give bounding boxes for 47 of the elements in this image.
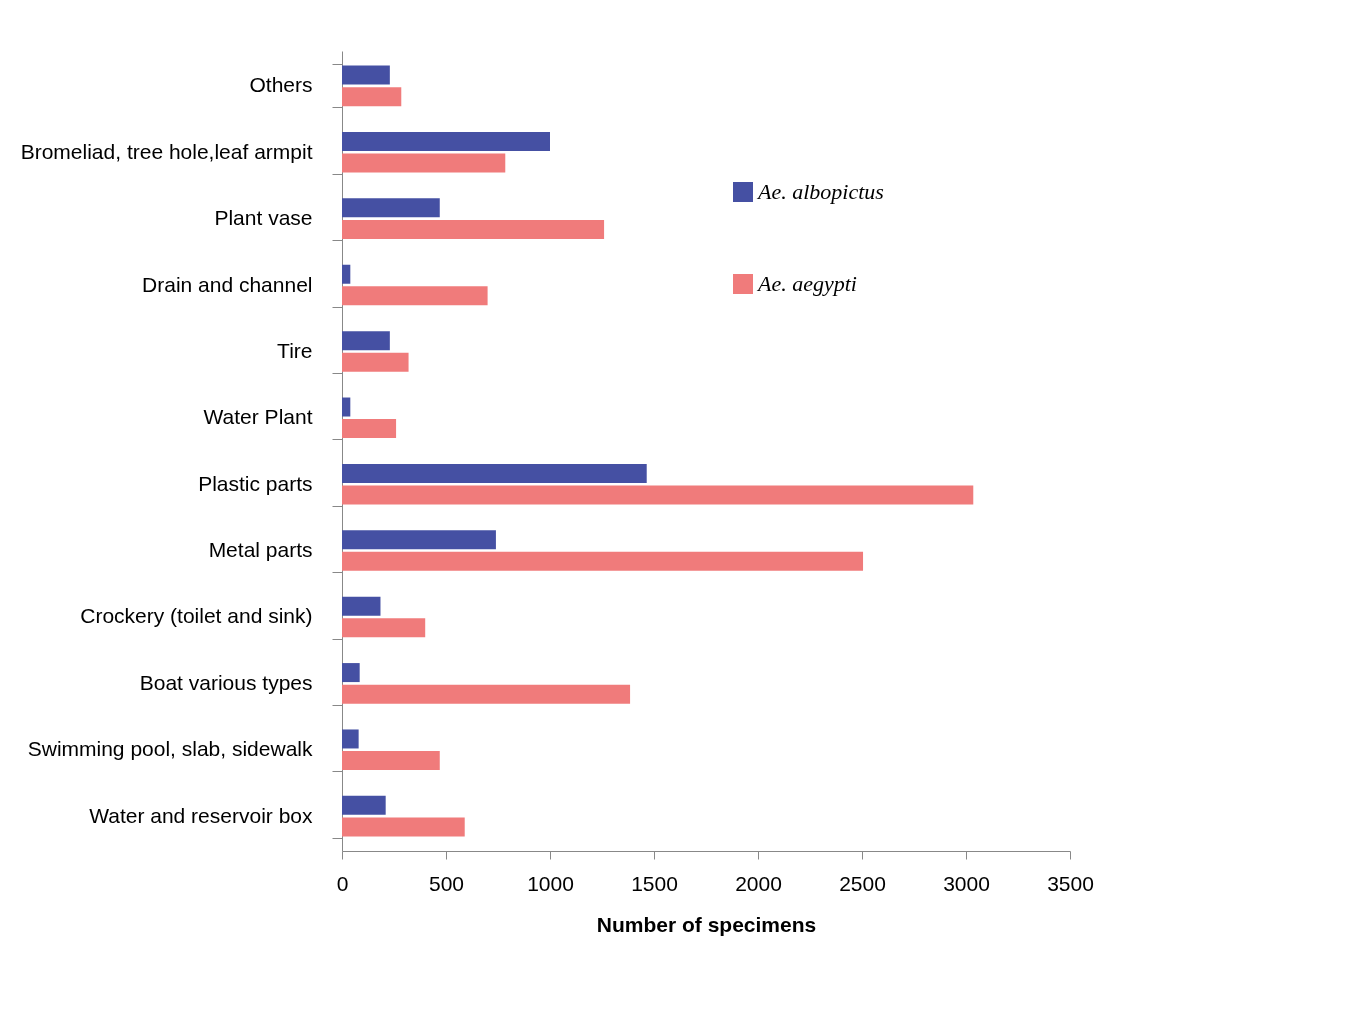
y-tick-label: Tire — [277, 338, 313, 362]
bar — [342, 352, 409, 372]
bar — [342, 729, 359, 749]
y-tick-label: Plastic parts — [198, 471, 313, 495]
bar — [342, 551, 864, 571]
x-tick-label: 1500 — [631, 871, 678, 895]
legend-label: Ae. aegypti — [756, 271, 857, 296]
bar — [342, 663, 360, 683]
bar — [342, 751, 440, 771]
bar — [342, 817, 465, 837]
bar — [342, 530, 496, 550]
bar — [342, 419, 397, 439]
legend-label: Ae. albopictus — [756, 179, 884, 204]
y-tick-label: Swimming pool, slab, sidewalk — [27, 737, 313, 761]
y-tick-label: Bromeliad, tree hole,leaf armpit — [20, 139, 313, 163]
bar — [342, 463, 647, 483]
y-tick-label: Metal parts — [208, 538, 313, 562]
y-tick-label: Water Plant — [203, 405, 313, 429]
bar — [342, 397, 351, 417]
y-tick-label: Drain and channel — [142, 272, 313, 296]
x-tick-label: 3500 — [1047, 871, 1094, 895]
x-tick-label: 3000 — [943, 871, 990, 895]
x-tick-label: 1000 — [527, 871, 574, 895]
bar — [342, 87, 402, 107]
x-tick-label: 2000 — [735, 871, 782, 895]
bar — [342, 219, 605, 239]
bar — [342, 131, 550, 151]
y-tick-label: Plant vase — [214, 206, 313, 230]
bar — [342, 331, 390, 351]
y-tick-label: Water and reservoir box — [89, 803, 313, 827]
bar — [342, 795, 386, 815]
x-tick-label: 500 — [428, 871, 465, 895]
x-tick-label: 0 — [336, 871, 349, 895]
bar — [342, 198, 440, 218]
y-tick-label: Boat various types — [139, 670, 313, 694]
bar — [342, 153, 506, 173]
x-axis-title: Number of specimens — [596, 912, 817, 936]
bar — [342, 618, 426, 638]
bar — [342, 65, 390, 85]
bar — [342, 485, 974, 505]
bar — [342, 264, 351, 284]
y-tick-label: Crockery (toilet and sink) — [80, 604, 313, 628]
bar — [342, 596, 381, 616]
y-tick-label: Others — [249, 73, 313, 97]
x-tick-label: 2500 — [839, 871, 886, 895]
bar — [342, 286, 488, 306]
bar — [342, 684, 631, 704]
